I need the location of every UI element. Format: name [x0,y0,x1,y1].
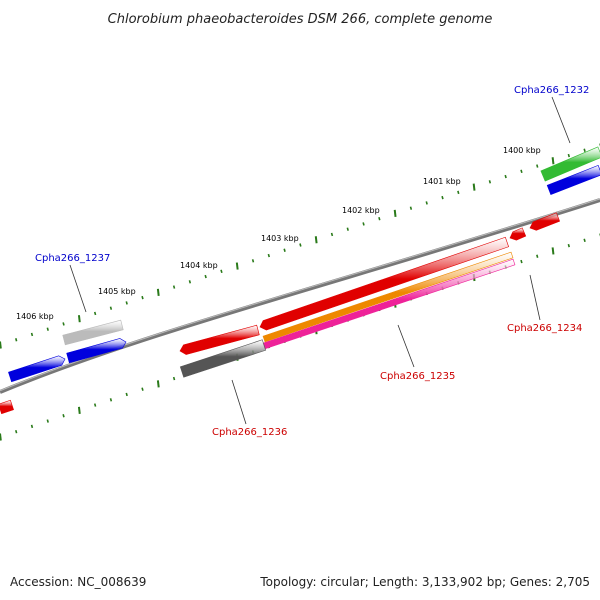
inner-scale-tick [0,433,2,441]
genome-summary-text: Topology: circular; Length: 3,133,902 bp… [259,575,590,589]
gene-red-small-right[interactable] [529,212,561,231]
tick-label-1400: 1400 kbp [503,146,541,155]
outer-scale-tick [204,274,207,279]
accession-text: Accession: NC_008639 [10,575,146,589]
gene-gray-1237[interactable] [62,319,124,346]
tick-label-1405: 1405 kbp [98,287,136,296]
map-title: Chlorobium phaeobacteroides DSM 266, com… [108,12,493,27]
gene-label-cpha266-1235[interactable]: Cpha266_1235 [380,371,455,382]
gene-magenta-strand[interactable] [262,258,516,350]
callout-line-1234 [529,274,541,321]
callout-lines [69,96,571,425]
inner-scale-tick [30,424,34,429]
inner-scale-tick [156,380,160,388]
outer-scale-tick [15,338,18,342]
outer-scale-tick [551,157,555,165]
outer-scale-tick [504,174,507,179]
tick-label-1402: 1402 kbp [342,206,380,215]
callout-line-1237 [69,264,87,313]
outer-scale-tick [425,201,428,205]
outer-scale-tick [46,327,49,331]
gene-blue-1237[interactable] [66,338,127,364]
gene-features [0,146,600,415]
inner-scale-tick [125,392,128,397]
outer-scale-tick [378,216,381,221]
outer-scale-tick [251,259,255,263]
gene-darkgray-1236[interactable] [179,339,267,378]
inner-scale-tick [583,238,586,243]
outer-scale-tick [30,332,34,337]
outer-scale-tick [93,311,97,316]
outer-scale-tick [536,164,539,168]
inner-scale-tick [46,419,49,423]
gene-orange-strand[interactable] [262,251,514,343]
inner-scale-tick [77,406,81,415]
outer-scale-tick [235,262,239,270]
callout-line-1232 [551,96,571,144]
gene-label-cpha266-1237[interactable]: Cpha266_1237 [35,253,110,264]
gene-red-long[interactable] [259,236,510,331]
inner-scale-tick [172,376,176,381]
inner-scale-tick [62,414,65,418]
gene-label-cpha266-1234[interactable]: Cpha266_1234 [507,323,582,334]
inner-scale-tick [551,247,555,255]
outer-scale-tick [314,236,318,244]
outer-scale-tick [0,341,2,349]
outer-scale-tick [472,183,476,191]
callout-line-1236 [231,379,247,425]
inner-scale-tick [15,429,18,434]
gene-blue-left[interactable] [8,355,66,383]
outer-scale-tick [141,295,144,300]
outer-scale-tick [520,169,523,174]
outer-scale-tick [156,288,160,296]
outer-scale-tick [346,227,349,231]
inner-scale-tick [536,254,539,258]
inner-scale-tick [109,398,113,402]
outer-scale-tick [441,195,444,200]
outer-scale-tick [409,206,413,210]
tick-label-1404: 1404 kbp [180,261,218,270]
outer-scale-tick [457,190,460,195]
outer-scale-tick [62,322,65,326]
callout-line-1235 [397,324,415,368]
outer-scale-tick [188,280,192,284]
outer-scale-tick [267,253,270,258]
gene-red-far-left[interactable] [0,399,14,415]
gene-red-left[interactable] [179,324,260,355]
outer-scale-tick [567,153,570,158]
tick-label-1403: 1403 kbp [261,234,299,243]
tick-label-1406: 1406 kbp [16,312,54,321]
outer-scale-tick [393,209,397,218]
outer-scale-tick [109,306,113,310]
outer-scale-tick [583,148,586,152]
gene-label-cpha266-1236[interactable]: Cpha266_1236 [212,427,287,438]
outer-scale-tick [330,232,334,237]
outer-scale-tick [125,301,128,305]
outer-scale-tick [77,315,81,323]
genome-backbone [0,198,600,394]
inner-scale-tick [141,387,144,391]
inner-scale-tick [93,403,97,407]
outer-scale-tick [488,180,492,184]
genome-backbone-highlight [0,198,600,392]
outer-scale-tick [299,243,302,247]
outer-scale-tick [220,269,223,274]
gene-blue-top-right[interactable] [546,164,600,196]
gene-red-tiny[interactable] [509,227,527,241]
outer-scale-tick [283,248,286,252]
inner-scale-tick [520,259,523,264]
outer-scale-track [0,143,600,349]
gene-green-top-right[interactable] [540,146,600,182]
inner-scale-tick [567,243,570,248]
tick-label-1401: 1401 kbp [423,177,461,186]
gene-label-cpha266-1232[interactable]: Cpha266_1232 [514,85,589,96]
outer-scale-tick [172,285,176,289]
outer-scale-tick [362,222,365,226]
